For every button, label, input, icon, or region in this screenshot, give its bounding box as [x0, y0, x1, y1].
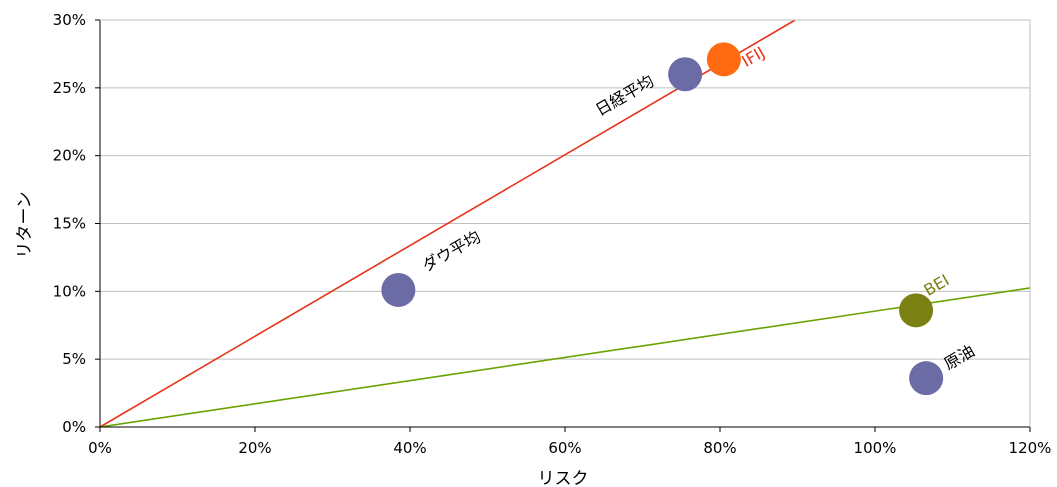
data-point [909, 361, 943, 395]
y-tick-label: 0% [62, 418, 86, 436]
data-label: IFIJ [738, 43, 768, 71]
x-tick-label: 120% [1009, 439, 1052, 457]
y-axis-title: リターン [15, 191, 35, 258]
data-point [707, 42, 741, 76]
data-point [899, 293, 933, 327]
x-tick-label: 100% [854, 439, 897, 457]
trend-line [100, 288, 1030, 427]
y-tick-label: 20% [53, 147, 86, 165]
x-tick-label: 60% [548, 439, 581, 457]
data-point [668, 57, 702, 91]
x-tick-label: 20% [238, 439, 271, 457]
y-tick-label: 5% [62, 350, 86, 368]
y-tick-label: 25% [53, 79, 86, 97]
y-tick-labels: 0% 5% 10% 15% 20% 25% 30% [53, 11, 86, 436]
x-tick-labels: 0% 20% 40% 60% 80% 100% 120% [88, 439, 1051, 457]
x-tick-label: 80% [703, 439, 736, 457]
axes [95, 20, 1030, 432]
y-tick-label: 30% [53, 11, 86, 29]
data-point [381, 273, 415, 307]
x-tick-label: 0% [88, 439, 112, 457]
data-label: 日経平均 [592, 71, 657, 119]
x-tick-label: 40% [393, 439, 426, 457]
data-label: 原油 [941, 341, 978, 373]
x-axis-title: リスク [538, 469, 589, 487]
y-tick-label: 10% [53, 282, 86, 300]
y-tick-label: 15% [53, 215, 86, 233]
data-label: BEI [921, 270, 953, 299]
